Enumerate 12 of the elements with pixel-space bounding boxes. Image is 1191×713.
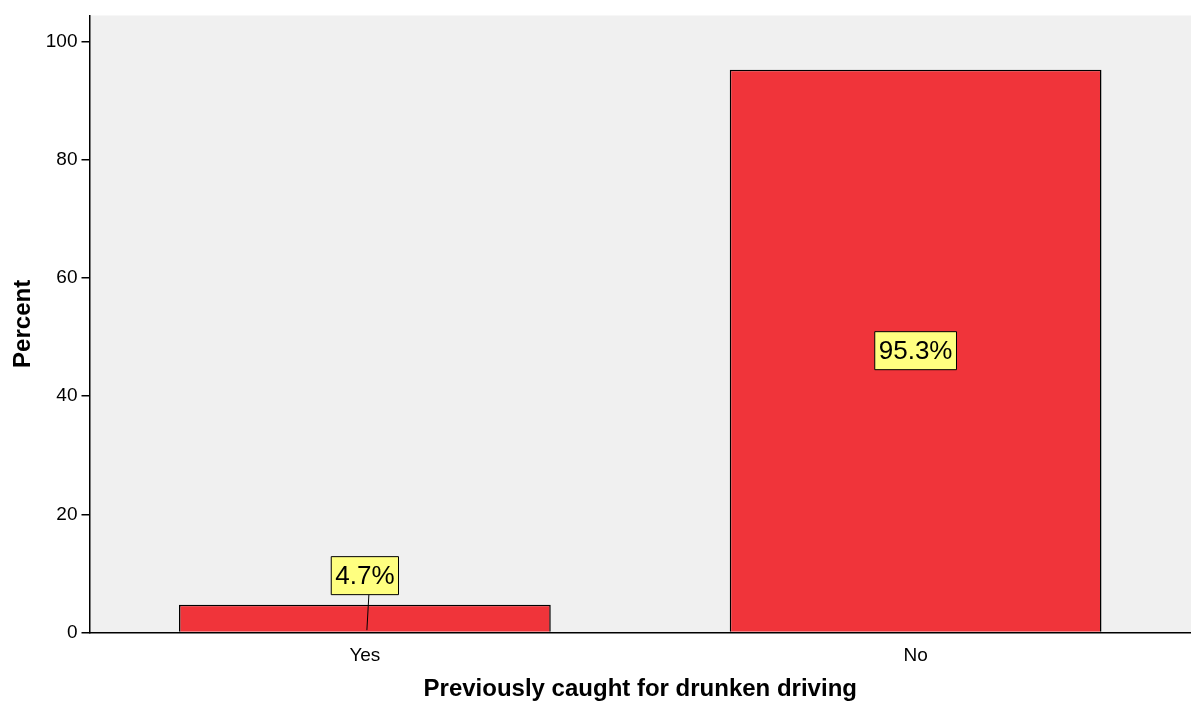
- x-axis-title: Previously caught for drunken driving: [423, 674, 857, 702]
- y-tick-label: 40: [56, 384, 78, 406]
- y-tick-label: 100: [45, 30, 78, 52]
- data-label: 4.7%: [335, 559, 395, 590]
- y-tick-label: 80: [56, 148, 78, 170]
- x-tick-label: Yes: [349, 644, 381, 666]
- data-label: 95.3%: [878, 334, 953, 365]
- y-tick-label: 20: [56, 502, 78, 524]
- y-tick-label: 60: [56, 266, 78, 288]
- x-tick-label: No: [903, 644, 928, 666]
- y-tick-label: 0: [66, 620, 78, 642]
- y-axis-title: Percent: [8, 279, 36, 368]
